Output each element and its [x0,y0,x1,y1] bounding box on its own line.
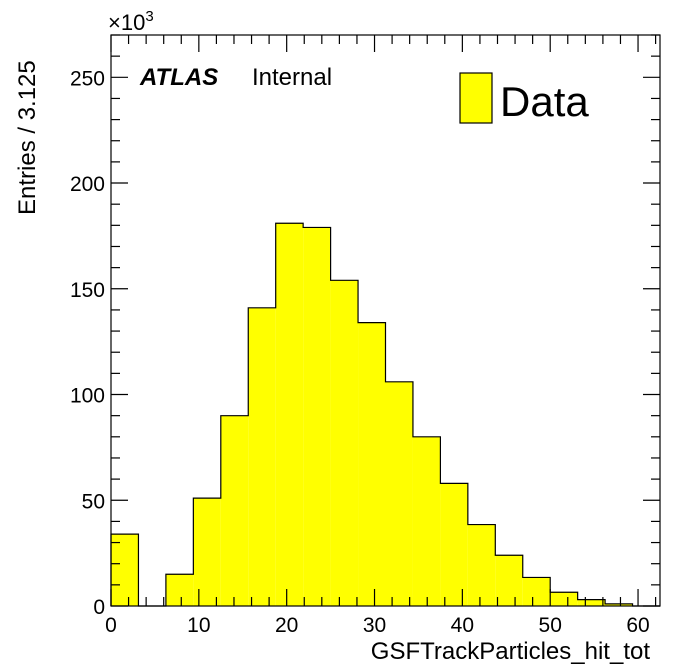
y-axis-tick-labels: 0 50 100 150 200 250 [70,67,105,619]
histogram-bar [605,603,633,606]
histogram-bar [303,227,331,606]
x-axis-ticks [110,35,657,606]
histogram-bar [330,280,359,606]
histogram-bar [412,436,441,606]
histogram-bar [248,307,276,606]
legend-swatch-data [459,72,493,124]
histogram-bar [165,574,194,606]
histogram-outline [110,222,660,607]
y-axis-scale-power: 3 [145,8,153,25]
x-tick-label: 10 [187,614,210,637]
x-tick-label: 50 [539,614,562,637]
x-axis-title: GSFTrackParticles_hit_tot [371,638,651,665]
y-axis-title: Entries / 3.125 [14,60,41,215]
legend-label-data: Data [500,78,589,125]
histogram-bar [275,223,304,607]
histogram-bar [495,555,523,606]
x-tick-label: 0 [105,614,117,637]
plot-frame [110,34,661,607]
histogram-bar [577,599,606,606]
histogram-bar [193,498,221,606]
histogram-bar [385,381,413,606]
y-axis-exponent: ×103 [108,8,154,35]
y-tick-label: 200 [70,173,105,196]
histogram-bar [358,322,386,606]
y-tick-label: 100 [70,385,105,408]
y-tick-label: 0 [93,596,105,619]
y-tick-label: 250 [70,67,105,90]
y-axis-ticks [111,34,660,607]
x-tick-label: 40 [451,614,474,637]
y-axis-scale-factor: ×10 [108,10,145,35]
internal-label: Internal [252,64,332,91]
histogram-bars [111,223,633,607]
x-tick-label: 20 [275,614,298,637]
histogram-bar [550,592,578,606]
atlas-label: ATLAS [139,64,218,91]
y-tick-label: 50 [82,490,105,513]
x-tick-label: 30 [363,614,386,637]
histogram-bar [220,415,249,606]
x-axis-tick-labels: 0 10 20 30 40 50 60 [105,614,650,637]
histogram-bar [111,534,139,606]
histogram-bar [467,524,496,606]
histogram-bar [440,483,468,606]
histogram-bar [522,577,551,606]
x-tick-label: 60 [626,614,649,637]
y-tick-label: 150 [70,279,105,302]
